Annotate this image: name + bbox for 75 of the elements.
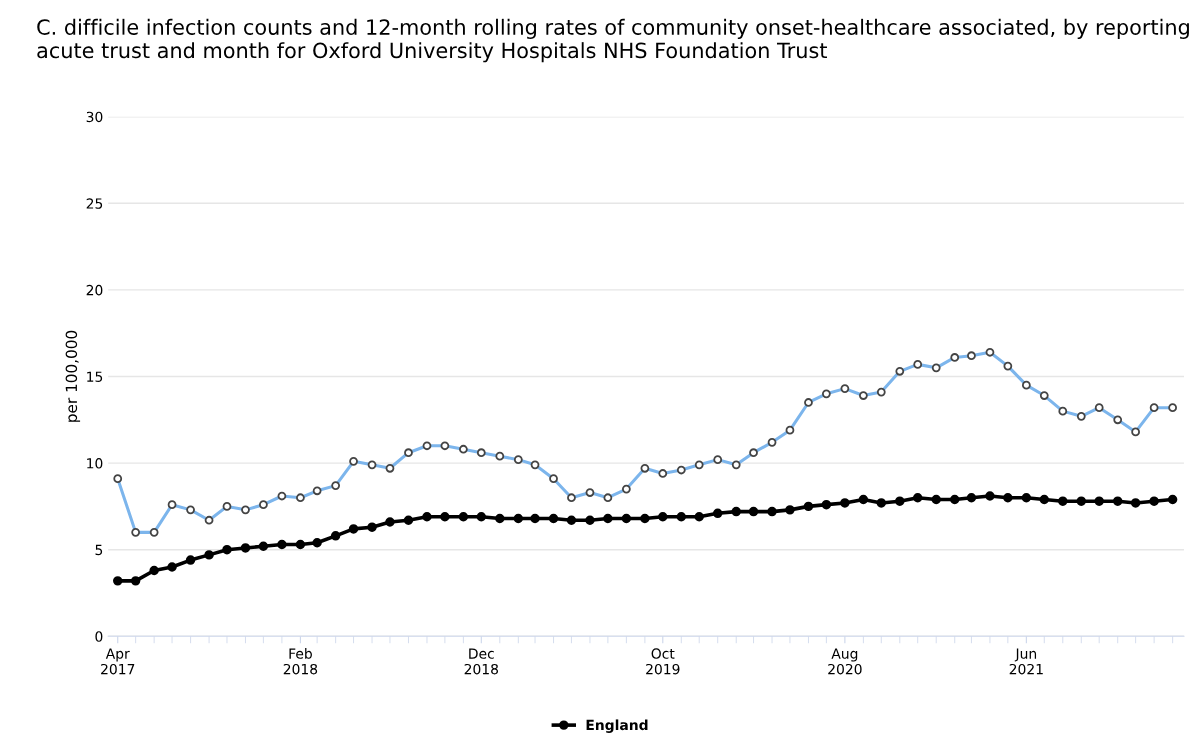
point (1003, 493, 1013, 503)
point (1076, 496, 1087, 506)
legend-label: England (586, 719, 648, 733)
y-tick-label: 15 (87, 371, 103, 382)
x-tick-label: Oct 2019 (646, 648, 680, 675)
point (803, 501, 814, 512)
y-tick-label: 10 (87, 458, 103, 469)
point (548, 513, 559, 524)
point (585, 515, 595, 525)
point (895, 496, 905, 506)
point (694, 512, 704, 522)
point (1130, 498, 1141, 508)
point (149, 565, 159, 576)
y-tick-label: 25 (86, 198, 103, 209)
y-tick-label: 0 (95, 631, 103, 642)
y-axis-title: per 100,000 (65, 330, 81, 422)
point (330, 531, 341, 541)
point (530, 513, 540, 524)
point (185, 555, 196, 565)
point (113, 576, 123, 586)
point (222, 544, 232, 555)
x-tick-label: Feb 2018 (283, 648, 318, 675)
x-tick-label: Aug 2020 (828, 648, 862, 675)
point (258, 541, 269, 551)
point (912, 493, 923, 503)
chart-title: C. difficile infection counts and 12-month rolling rates of community onset-healthcare associated, by reporting acute trust and month for Oxford University Hospitals NHS Foundation Trust (37, 18, 1189, 63)
point (240, 543, 251, 553)
point (403, 515, 414, 525)
point (1149, 496, 1159, 506)
y-tick-label: 5 (95, 544, 103, 556)
point (949, 494, 960, 505)
point (931, 494, 941, 505)
point (295, 539, 306, 550)
point (1021, 493, 1032, 503)
x-tick-label: Dec 2018 (464, 648, 499, 675)
point (204, 550, 214, 560)
point (1039, 494, 1049, 505)
point (130, 576, 141, 586)
point (621, 513, 632, 524)
point (167, 562, 177, 572)
point (1058, 496, 1068, 506)
point (495, 513, 505, 524)
point (1094, 496, 1104, 506)
point (676, 512, 687, 522)
point (658, 512, 668, 522)
point (1112, 496, 1123, 506)
point (476, 512, 487, 522)
point (858, 494, 869, 505)
point (367, 522, 377, 532)
point (748, 506, 759, 517)
point (422, 512, 432, 522)
x-tick-label: Jun 2021 (1009, 648, 1043, 675)
point (712, 508, 723, 519)
point (458, 512, 469, 522)
point (603, 513, 613, 524)
point (566, 515, 577, 525)
y-tick-label: 20 (86, 284, 103, 296)
point (966, 493, 977, 503)
point (640, 513, 650, 524)
point (785, 505, 795, 515)
point (767, 506, 777, 517)
point (385, 517, 395, 527)
point (840, 498, 850, 508)
x-tick-label: Apr 2017 (101, 648, 135, 675)
point (312, 538, 322, 548)
point (277, 539, 287, 550)
y-tick-label: 30 (86, 111, 103, 123)
point (876, 498, 887, 508)
point (440, 512, 450, 522)
point (821, 499, 832, 510)
point (1167, 494, 1178, 505)
point (513, 513, 524, 524)
point (985, 491, 995, 501)
point (731, 506, 741, 517)
point (348, 524, 359, 534)
